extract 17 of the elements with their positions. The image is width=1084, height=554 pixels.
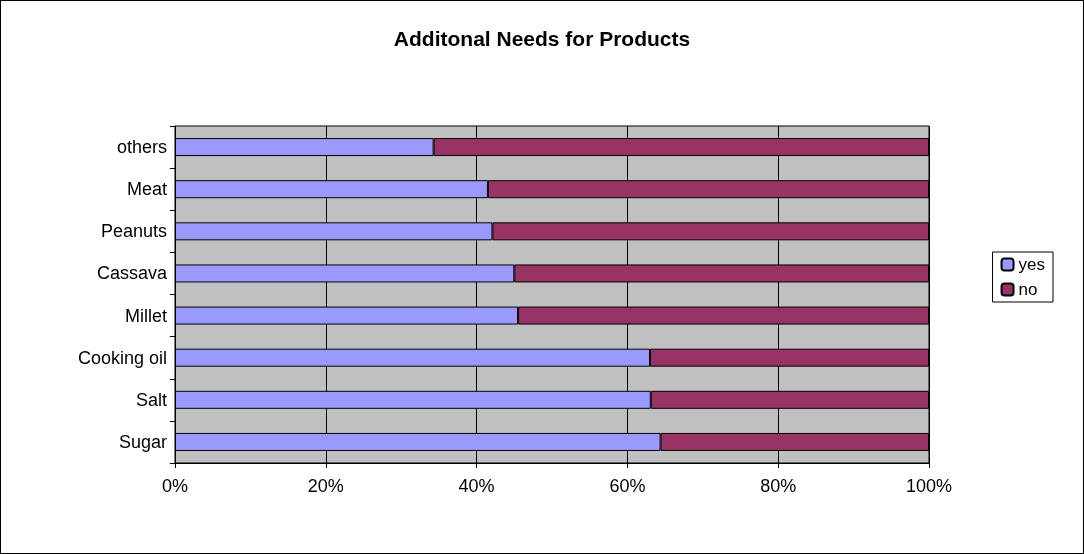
x-tick-label: 40% [458,476,495,496]
y-tick-label: Meat [126,179,167,200]
x-tick-label: 20% [307,476,344,496]
y-tick-label: Salt [135,389,167,410]
y-tick-label: Millet [124,305,167,326]
x-tick-label: 0% [161,476,189,496]
chart-title: Additonal Needs for Products [393,27,691,50]
x-tick-label: 100% [905,476,953,496]
y-tick-label: Sugar [118,431,167,452]
y-tick-label: Peanuts [100,221,167,242]
x-tick-label: 80% [760,476,797,496]
legend-label: no [1018,280,1038,299]
y-tick-label: Cassava [96,263,168,284]
y-tick-label: others [116,137,167,158]
x-tick-label: 60% [609,476,646,496]
y-tick-label: Cooking oil [77,347,167,368]
legend-label: yes [1018,255,1046,274]
